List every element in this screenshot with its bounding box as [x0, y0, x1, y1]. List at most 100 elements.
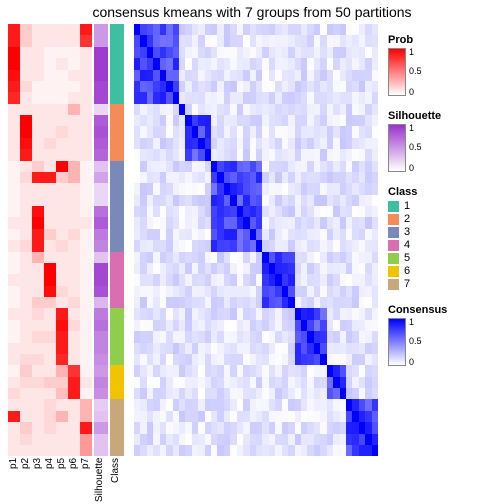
consensus-row — [134, 138, 378, 149]
partition-cell — [8, 252, 20, 263]
class-cell — [110, 195, 124, 206]
class-cell — [110, 206, 124, 217]
partition-cell — [68, 172, 80, 183]
class-cell — [110, 274, 124, 285]
partition-cell — [32, 126, 44, 137]
consensus-row — [134, 161, 378, 172]
legend-swatch-label: 4 — [404, 239, 410, 251]
partition-cell — [80, 92, 92, 103]
class-cell — [110, 263, 124, 274]
legend-title: Consensus — [388, 304, 500, 316]
partition-cell — [20, 388, 32, 399]
partition-cell — [56, 183, 68, 194]
class-cell — [110, 47, 124, 58]
silhouette-cell — [94, 195, 108, 206]
partition-cell — [20, 172, 32, 183]
partition-cell — [32, 331, 44, 342]
consensus-row — [134, 115, 378, 126]
partition-cell — [68, 263, 80, 274]
consensus-row — [134, 445, 378, 456]
legend-gradient — [388, 318, 406, 366]
partition-heatmap — [8, 24, 92, 456]
legend-class-row: 1 — [388, 200, 500, 212]
partition-cell — [20, 115, 32, 126]
silhouette-cell — [94, 70, 108, 81]
legend-swatch-label: 1 — [404, 200, 410, 212]
partition-cell — [80, 24, 92, 35]
partition-cell — [20, 252, 32, 263]
partition-cell — [44, 297, 56, 308]
class-cell — [110, 252, 124, 263]
silhouette-cell — [94, 274, 108, 285]
silhouette-cell — [94, 365, 108, 376]
partition-cell — [32, 388, 44, 399]
partition-cell — [8, 206, 20, 217]
class-cell — [110, 138, 124, 149]
partition-cell — [32, 297, 44, 308]
consensus-cell — [372, 126, 378, 137]
silhouette-column — [94, 24, 108, 456]
legend-tick: 0.5 — [409, 143, 422, 152]
partition-cell — [56, 138, 68, 149]
partition-cell — [80, 343, 92, 354]
consensus-cell — [372, 445, 378, 456]
partition-cell — [20, 35, 32, 46]
class-column — [110, 24, 124, 456]
partition-cell — [32, 217, 44, 228]
partition-cell — [68, 161, 80, 172]
partition-cell — [68, 149, 80, 160]
partition-cell — [44, 411, 56, 422]
partition-cell — [8, 354, 20, 365]
legend-class: Class1234567 — [388, 186, 500, 290]
partition-cell — [80, 70, 92, 81]
partition-cell — [20, 70, 32, 81]
class-cell — [110, 126, 124, 137]
consensus-row — [134, 240, 378, 251]
partition-cell — [56, 297, 68, 308]
consensus-row — [134, 24, 378, 35]
partition-cell — [20, 183, 32, 194]
chart-container: consensus kmeans with 7 groups from 50 p… — [0, 0, 504, 504]
partition-cell — [80, 308, 92, 319]
legend-swatch — [388, 240, 399, 251]
class-cell — [110, 343, 124, 354]
partition-cell — [8, 138, 20, 149]
partition-cell — [44, 115, 56, 126]
partition-cell — [32, 229, 44, 240]
legend-tick: 0 — [409, 88, 414, 97]
legend-tick: 1 — [409, 48, 414, 57]
legend-title: Prob — [388, 34, 500, 46]
partition-cell — [20, 365, 32, 376]
partition-cell — [8, 24, 20, 35]
partition-cell — [68, 274, 80, 285]
consensus-cell — [372, 331, 378, 342]
legend-title: Class — [388, 186, 500, 198]
consensus-cell — [372, 274, 378, 285]
partition-cell — [44, 365, 56, 376]
partition-cell — [56, 434, 68, 445]
partition-cell — [20, 104, 32, 115]
partition-cell — [20, 320, 32, 331]
partition-cell — [44, 240, 56, 251]
consensus-row — [134, 104, 378, 115]
partition-cell — [20, 24, 32, 35]
legend-silhouette: Silhouette10.50 — [388, 110, 500, 172]
silhouette-cell — [94, 286, 108, 297]
consensus-row — [134, 388, 378, 399]
class-cell — [110, 70, 124, 81]
partition-cell — [20, 286, 32, 297]
partition-cell — [44, 47, 56, 58]
consensus-cell — [372, 47, 378, 58]
partition-cell — [20, 58, 32, 69]
partition-cell — [68, 399, 80, 410]
partition-cell — [68, 81, 80, 92]
chart-title: consensus kmeans with 7 groups from 50 p… — [0, 4, 504, 20]
partition-cell — [56, 47, 68, 58]
partition-cell — [32, 161, 44, 172]
partition-cell — [8, 183, 20, 194]
partition-cell — [8, 149, 20, 160]
class-cell — [110, 115, 124, 126]
partition-cell — [44, 434, 56, 445]
partition-cell — [20, 308, 32, 319]
consensus-row — [134, 35, 378, 46]
